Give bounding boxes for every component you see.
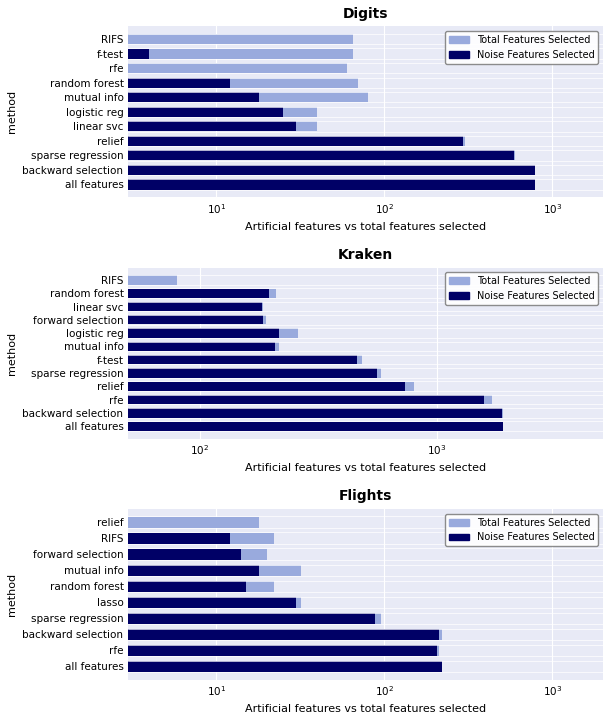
X-axis label: Artificial features vs total features selected: Artificial features vs total features se… <box>245 221 486 231</box>
Bar <box>0 629 439 640</box>
Bar <box>0 329 298 337</box>
Bar <box>0 78 229 88</box>
Title: Flights: Flights <box>339 490 392 503</box>
Bar <box>0 78 358 88</box>
Bar <box>0 408 501 417</box>
Bar <box>0 150 514 161</box>
Bar <box>0 368 381 378</box>
Y-axis label: method: method <box>7 572 17 616</box>
Bar <box>0 63 347 74</box>
Bar <box>0 597 301 608</box>
Bar <box>0 422 503 431</box>
Bar <box>0 150 515 161</box>
Bar <box>0 63 128 74</box>
Bar <box>0 395 484 404</box>
Bar <box>0 645 439 656</box>
Bar <box>0 355 362 364</box>
Bar <box>0 645 437 656</box>
Bar <box>0 549 241 559</box>
Y-axis label: method: method <box>7 332 17 375</box>
Bar <box>0 368 378 378</box>
Bar <box>0 533 229 544</box>
Bar <box>0 180 535 190</box>
Bar <box>0 395 492 404</box>
Bar <box>0 275 57 285</box>
Bar <box>0 48 149 58</box>
Bar <box>0 661 442 672</box>
Bar <box>0 315 266 324</box>
Bar <box>0 355 357 364</box>
Legend: Total Features Selected, Noise Features Selected: Total Features Selected, Noise Features … <box>445 273 598 305</box>
Bar <box>0 613 381 624</box>
Bar <box>0 315 264 324</box>
Bar <box>0 661 442 672</box>
Bar <box>0 565 301 576</box>
Bar <box>0 342 279 351</box>
Bar <box>0 48 353 58</box>
Bar <box>0 408 503 417</box>
Bar <box>0 580 246 592</box>
Bar <box>0 597 296 608</box>
Bar <box>0 165 535 175</box>
Bar <box>0 516 128 528</box>
Bar <box>0 342 274 351</box>
Bar <box>0 549 267 559</box>
Bar <box>0 381 414 391</box>
Bar <box>0 329 279 337</box>
Title: Digits: Digits <box>343 7 389 21</box>
Bar <box>0 288 268 298</box>
X-axis label: Artificial features vs total features selected: Artificial features vs total features se… <box>245 704 486 714</box>
Bar <box>0 180 535 190</box>
Bar <box>0 121 296 131</box>
Bar <box>0 422 503 431</box>
Bar <box>0 107 283 117</box>
Bar <box>0 165 535 175</box>
Bar <box>0 302 262 311</box>
Bar <box>0 565 259 576</box>
Bar <box>0 92 259 102</box>
Bar <box>0 275 177 285</box>
Bar <box>0 580 274 592</box>
Legend: Total Features Selected, Noise Features Selected: Total Features Selected, Noise Features … <box>445 513 598 547</box>
Bar <box>0 34 353 44</box>
Bar <box>0 136 465 146</box>
Bar <box>0 516 259 528</box>
Bar <box>0 381 404 391</box>
Y-axis label: method: method <box>7 90 17 133</box>
Title: Kraken: Kraken <box>338 248 393 262</box>
Bar <box>0 121 317 131</box>
Bar <box>0 533 274 544</box>
Bar <box>0 302 264 311</box>
Legend: Total Features Selected, Noise Features Selected: Total Features Selected, Noise Features … <box>445 31 598 63</box>
Bar <box>0 288 276 298</box>
Bar <box>0 613 375 624</box>
Bar <box>0 92 368 102</box>
Bar <box>0 107 317 117</box>
Bar <box>0 629 442 640</box>
Bar <box>0 34 128 44</box>
Bar <box>0 136 464 146</box>
X-axis label: Artificial features vs total features selected: Artificial features vs total features se… <box>245 463 486 473</box>
